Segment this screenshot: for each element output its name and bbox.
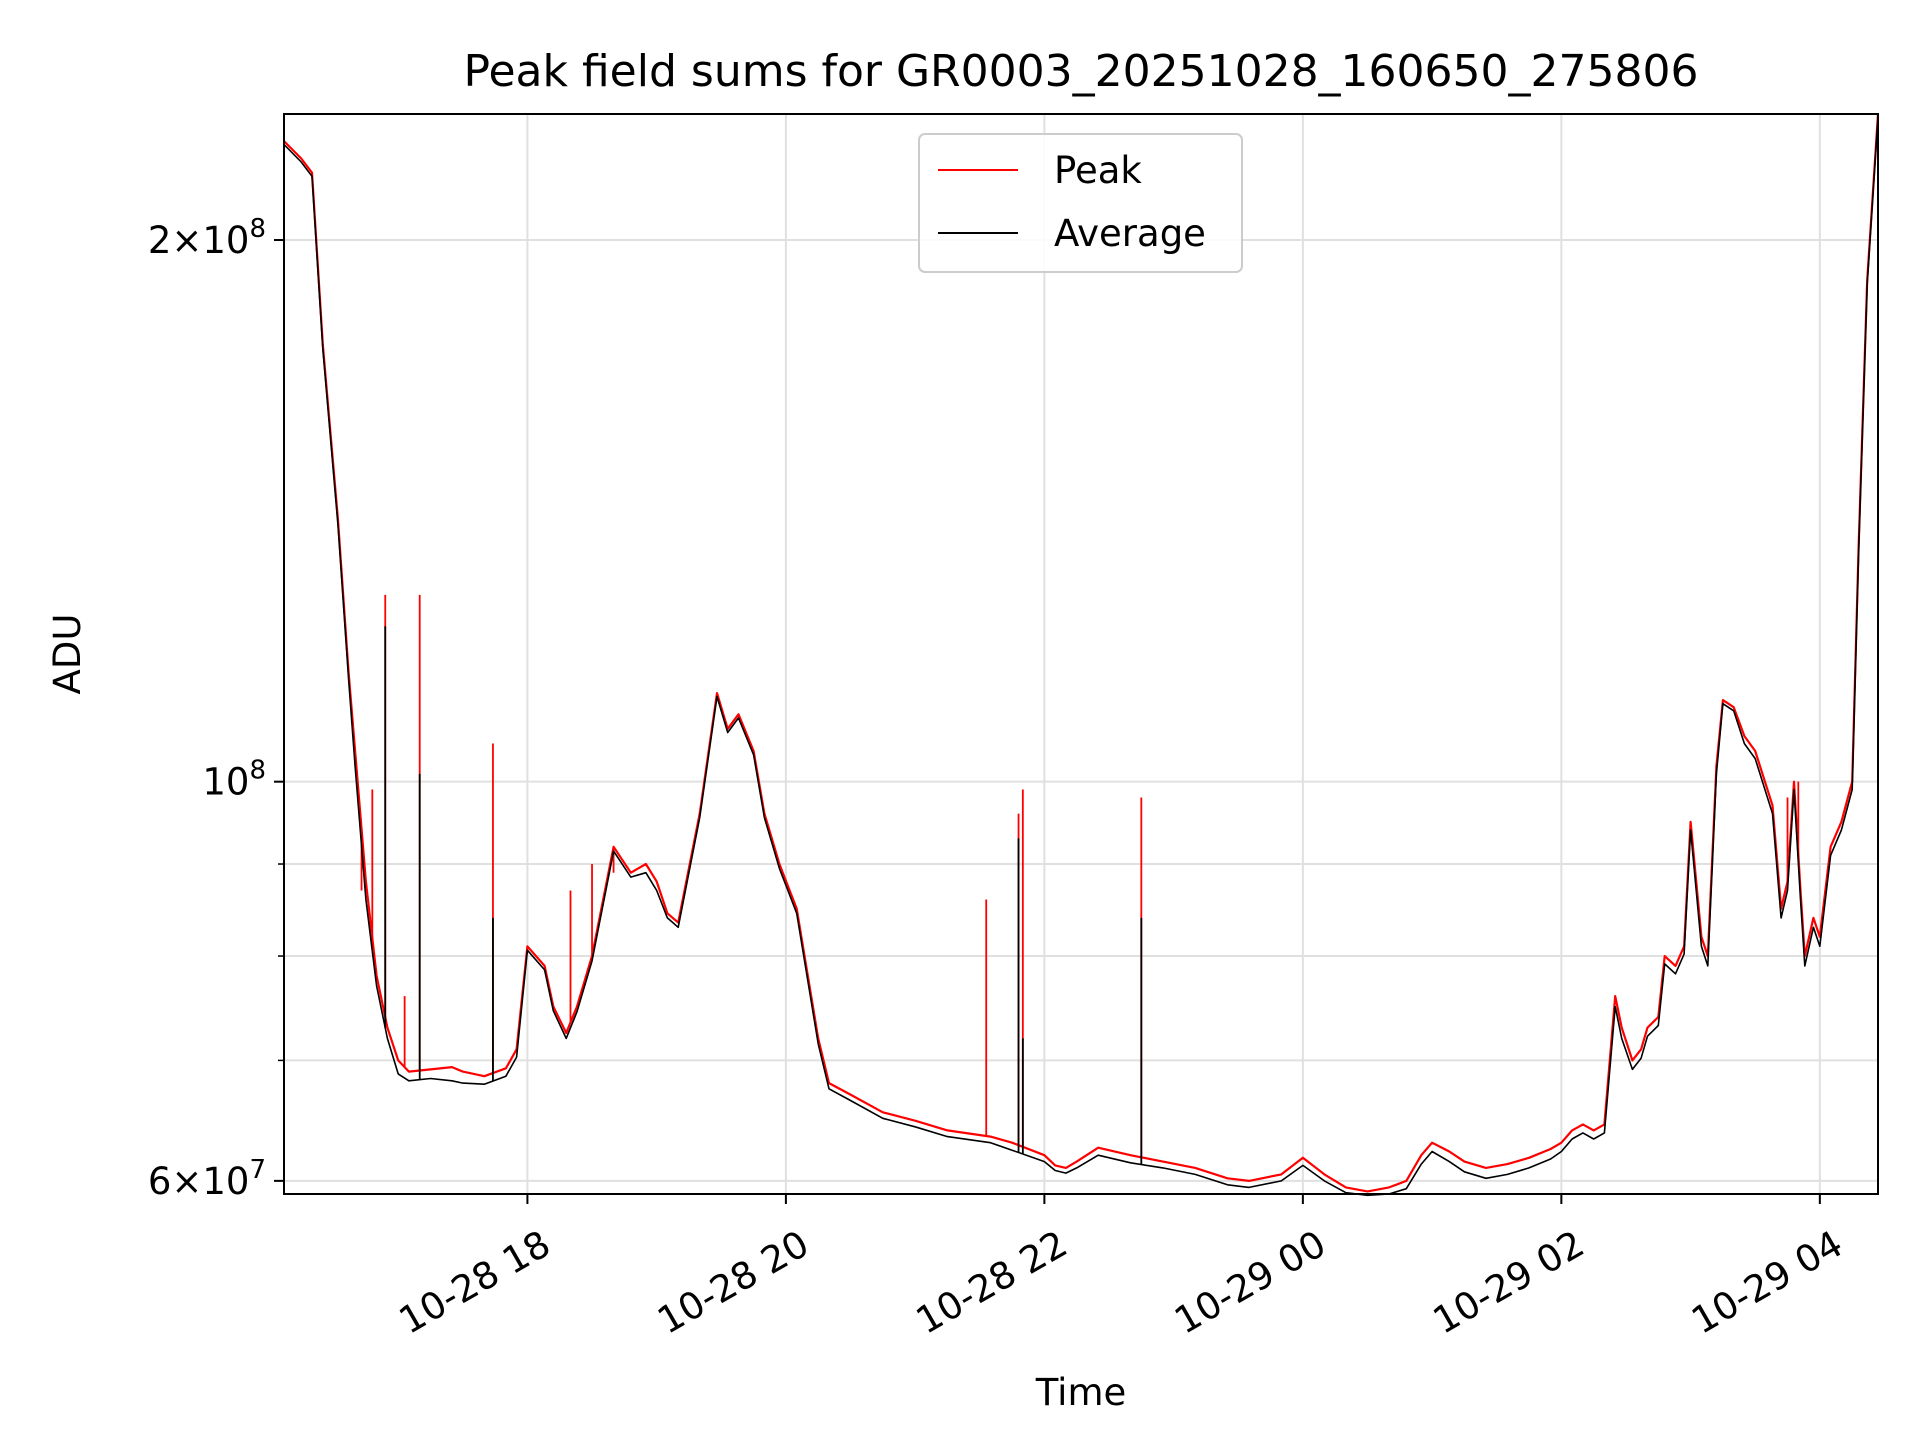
y-tick-label: 2×108: [148, 214, 266, 262]
plot-area-frame: [283, 113, 1879, 1195]
grid-layer: [284, 114, 1878, 1194]
legend-box: [918, 133, 1243, 273]
y-tick-label: 6×107: [148, 1155, 266, 1203]
series-line-average: [283, 117, 1879, 1197]
series-average: [283, 117, 1879, 1197]
y-axis-label: ADU: [46, 614, 89, 695]
legend-label-peak: Peak: [1054, 149, 1142, 192]
legend-label-average: Average: [1054, 212, 1206, 255]
y-tick-label: 108: [202, 756, 266, 804]
chart-title: Peak field sums for GR0003_20251028_1606…: [464, 46, 1699, 97]
series-layer: [283, 113, 1880, 1197]
x-axis-label: Time: [1035, 1371, 1127, 1414]
legend: Peak Average: [918, 133, 1243, 273]
